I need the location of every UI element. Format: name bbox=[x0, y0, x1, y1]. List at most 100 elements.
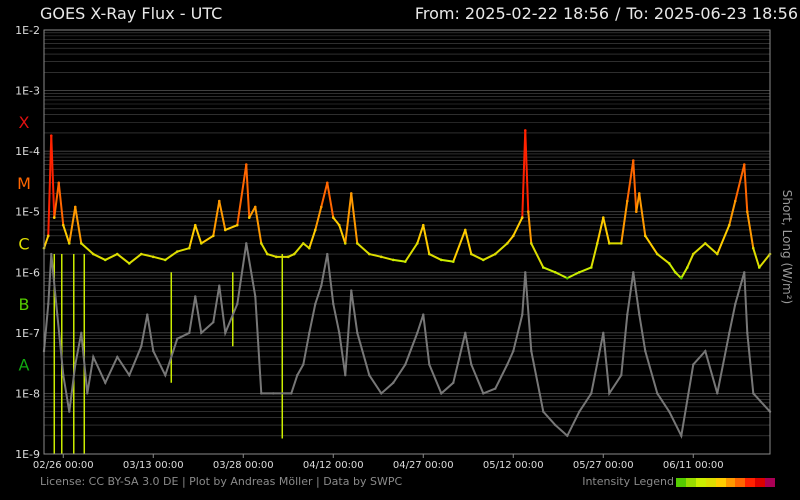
short-channel-point bbox=[530, 349, 533, 353]
short-channel-point bbox=[578, 410, 581, 413]
long-channel-point bbox=[307, 246, 311, 250]
long-channel-point bbox=[427, 252, 431, 256]
y-tick-label: 1E-5 bbox=[15, 206, 40, 219]
short-channel-point bbox=[680, 434, 683, 437]
long-channel-point bbox=[379, 255, 383, 259]
long-channel-point bbox=[511, 234, 515, 238]
long-channel-segment bbox=[746, 210, 755, 250]
short-channel-point bbox=[254, 295, 257, 298]
long-channel-segment bbox=[320, 181, 329, 208]
long-channel-segment bbox=[293, 242, 305, 256]
long-channel-segment bbox=[704, 242, 719, 256]
long-channel-segment bbox=[470, 253, 485, 261]
short-channel-point bbox=[626, 313, 629, 316]
legend-swatch bbox=[745, 478, 756, 487]
range-to: To: 2025-06-23 18:56 bbox=[626, 4, 799, 23]
short-channel-point bbox=[338, 331, 341, 335]
short-channel-point bbox=[308, 331, 311, 335]
long-channel-segment bbox=[620, 200, 629, 245]
long-channel-point bbox=[247, 216, 251, 219]
long-channel-segment bbox=[218, 200, 227, 231]
short-channel-point bbox=[392, 381, 395, 384]
long-channel-point bbox=[49, 134, 53, 137]
short-channel-point bbox=[632, 271, 635, 274]
short-channel-point bbox=[638, 313, 641, 316]
long-channel-segment bbox=[47, 134, 53, 237]
long-channel-point bbox=[244, 163, 248, 166]
class-label-m: M bbox=[17, 174, 31, 193]
short-channel-point bbox=[566, 434, 569, 437]
long-channel-segment bbox=[428, 253, 443, 261]
legend-swatch bbox=[676, 478, 686, 487]
long-channel-segment bbox=[404, 242, 419, 263]
long-channel-point bbox=[526, 210, 530, 214]
long-channel-point bbox=[523, 129, 527, 132]
short-channel-point bbox=[152, 349, 155, 353]
long-channel-segment bbox=[74, 205, 83, 245]
class-label-a: A bbox=[19, 356, 30, 375]
long-channel-point bbox=[481, 258, 485, 262]
short-channel-point bbox=[47, 302, 50, 306]
long-channel-segment bbox=[527, 210, 533, 245]
long-channel-point bbox=[52, 216, 56, 219]
short-channel-point bbox=[92, 355, 95, 359]
short-channel-point bbox=[176, 337, 179, 340]
long-channel-segment bbox=[224, 224, 239, 231]
flare-class-labels: X M C B A bbox=[17, 113, 31, 374]
long-channel-point bbox=[655, 252, 659, 256]
long-channel-point bbox=[619, 242, 623, 245]
long-channel-segment bbox=[596, 216, 605, 245]
long-channel-segment bbox=[632, 159, 638, 213]
short-channel-point bbox=[260, 392, 263, 395]
short-channel-point bbox=[644, 349, 647, 353]
long-channel-point bbox=[745, 210, 749, 214]
long-channel-point bbox=[61, 223, 65, 227]
short-channel-point bbox=[440, 392, 443, 395]
long-channel-point bbox=[286, 255, 290, 259]
short-channel-point bbox=[602, 331, 605, 335]
long-channel-point bbox=[403, 260, 407, 263]
short-channel-point bbox=[743, 271, 746, 274]
short-channel-point bbox=[554, 423, 557, 427]
y-tick-label: 1E-9 bbox=[15, 448, 40, 461]
short-channel-series bbox=[42, 242, 772, 439]
long-channel-point bbox=[79, 242, 83, 245]
long-channel-point bbox=[637, 192, 641, 195]
long-channel-segment bbox=[50, 134, 56, 219]
intensity-legend-bar bbox=[676, 478, 776, 487]
long-channel-segment bbox=[521, 129, 527, 219]
legend-swatch bbox=[765, 478, 776, 487]
long-channel-segment bbox=[590, 242, 599, 269]
long-channel-series bbox=[42, 129, 772, 280]
class-label-c: C bbox=[18, 234, 29, 253]
long-channel-segment bbox=[188, 224, 197, 250]
long-channel-segment bbox=[452, 228, 467, 263]
long-channel-point bbox=[634, 210, 638, 214]
y-tick-label: 1E-3 bbox=[15, 85, 40, 98]
short-channel-point bbox=[146, 313, 149, 316]
long-channel-point bbox=[292, 252, 296, 256]
legend-swatch bbox=[725, 478, 736, 487]
long-channel-point bbox=[643, 234, 647, 238]
short-channel-point bbox=[68, 410, 71, 413]
y-tick-label: 1E-8 bbox=[15, 387, 40, 400]
long-channel-segment bbox=[464, 228, 473, 256]
long-channel-point bbox=[742, 163, 746, 166]
long-channel-point bbox=[175, 250, 179, 253]
short-channel-point bbox=[422, 313, 425, 316]
long-channel-point bbox=[253, 205, 257, 209]
long-channel-segment bbox=[68, 205, 77, 245]
y-axis-label: Short, Long (W/m²) bbox=[780, 189, 794, 305]
short-channel-point bbox=[512, 349, 515, 353]
long-channel-segment bbox=[494, 242, 509, 256]
long-channel-segment bbox=[194, 224, 203, 245]
short-channel-point bbox=[326, 252, 329, 256]
long-channel-segment bbox=[686, 253, 695, 269]
long-channel-segment bbox=[416, 224, 425, 245]
long-channel-segment bbox=[482, 253, 497, 261]
long-channel-point bbox=[493, 252, 497, 256]
short-channel-point bbox=[506, 363, 509, 366]
long-channel-point bbox=[673, 270, 677, 274]
short-channel-point bbox=[704, 349, 707, 353]
long-channel-point bbox=[631, 159, 635, 162]
